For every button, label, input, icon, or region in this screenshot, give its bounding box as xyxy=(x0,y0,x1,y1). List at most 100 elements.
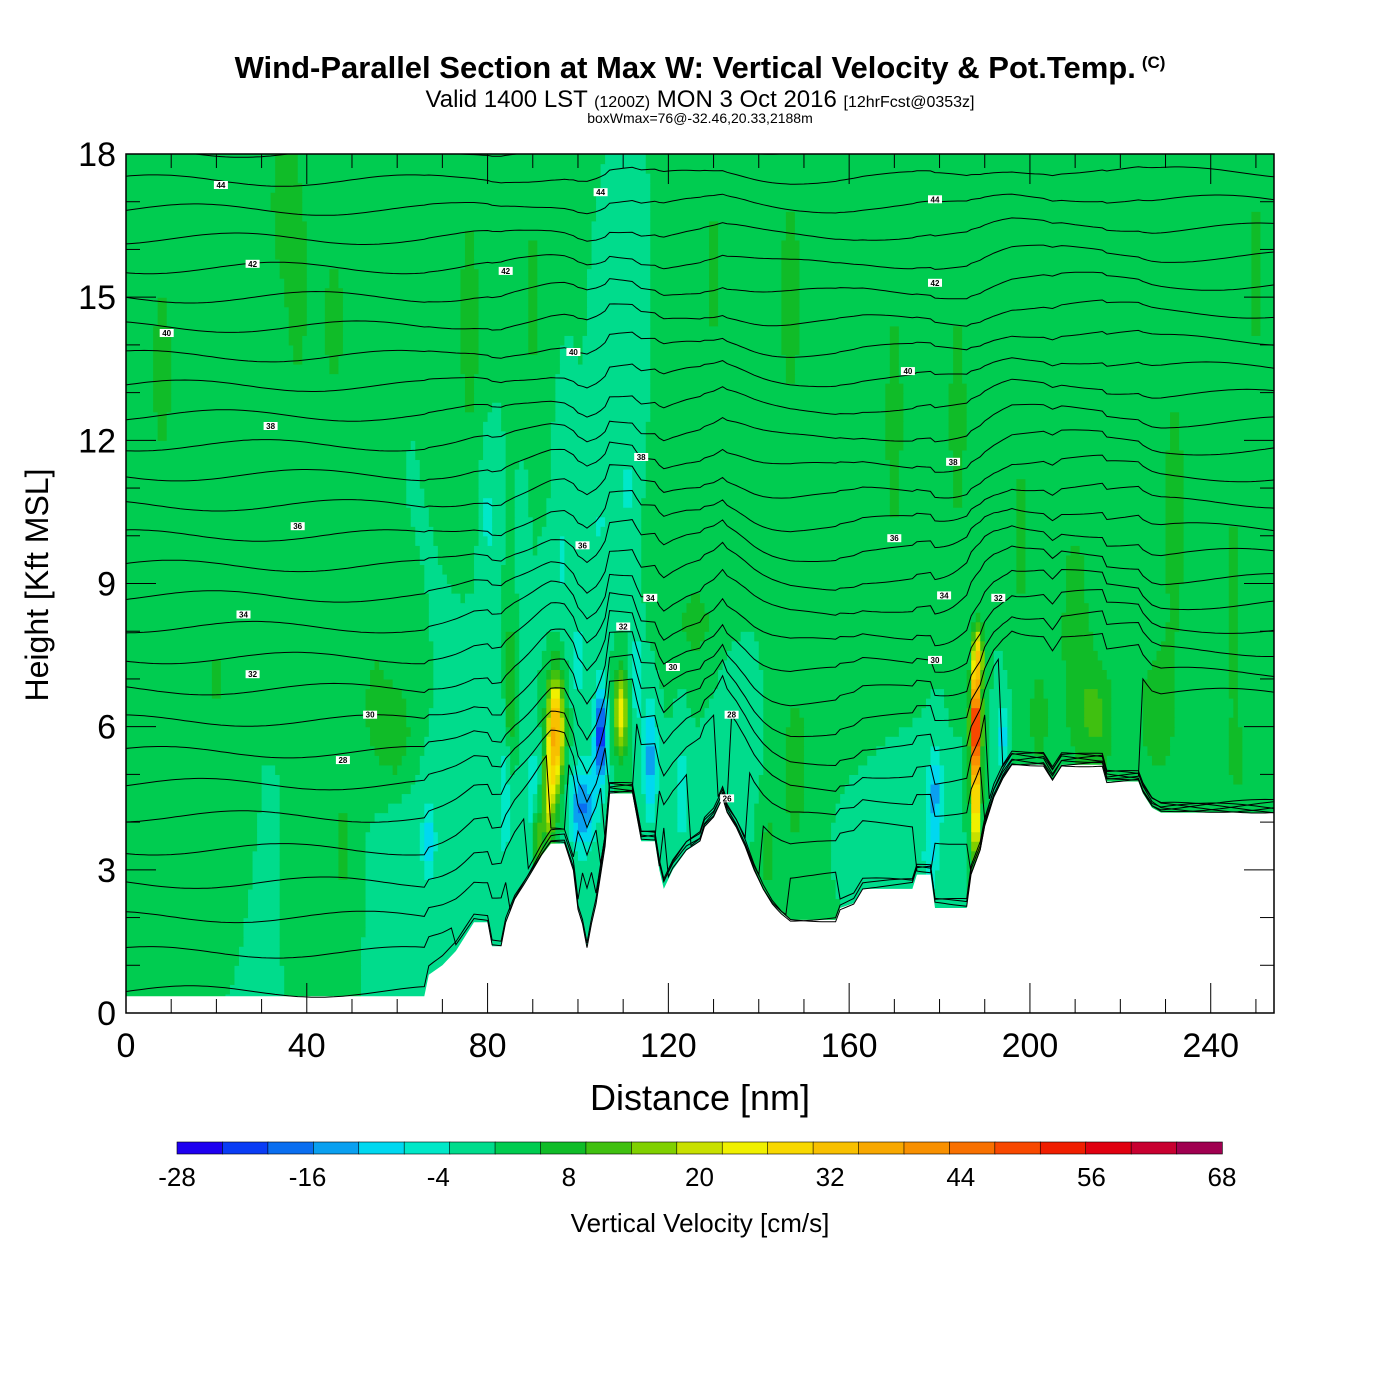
velocity-cell xyxy=(614,774,633,785)
velocity-cell xyxy=(1016,554,1027,566)
velocity-cell xyxy=(1228,535,1239,546)
velocity-cell xyxy=(370,669,385,680)
velocity-cell xyxy=(645,602,688,613)
velocity-cell xyxy=(984,707,990,718)
velocity-cell xyxy=(1228,659,1239,670)
velocity-cell xyxy=(925,783,932,795)
velocity-cell xyxy=(632,659,642,670)
velocity-cell xyxy=(501,831,511,842)
velocity-cell xyxy=(1260,316,1274,327)
velocity-cell xyxy=(510,726,516,737)
velocity-cell xyxy=(591,822,597,833)
velocity-cell xyxy=(627,650,633,661)
velocity-cell xyxy=(587,325,651,336)
velocity-cell xyxy=(953,325,963,336)
colorbar-swatch xyxy=(176,1141,224,1155)
velocity-cell xyxy=(365,879,534,890)
velocity-cell xyxy=(474,564,502,575)
velocity-cell xyxy=(365,927,547,938)
colorbar-swatch xyxy=(1176,1141,1223,1155)
velocity-cell xyxy=(126,860,254,871)
velocity-cell xyxy=(627,640,633,651)
velocity-cell xyxy=(1066,678,1112,690)
velocity-cell xyxy=(785,764,805,775)
velocity-cell xyxy=(257,841,281,852)
velocity-cell xyxy=(627,631,647,642)
velocity-cell xyxy=(338,822,349,833)
velocity-cell xyxy=(677,764,688,775)
velocity-cell xyxy=(1025,564,1067,575)
velocity-cell xyxy=(573,659,584,670)
velocity-cell xyxy=(785,774,805,785)
velocity-cell xyxy=(419,545,439,556)
velocity-cell xyxy=(383,669,434,680)
velocity-cell xyxy=(632,793,647,804)
velocity-cell xyxy=(126,258,281,270)
velocity-cell xyxy=(623,659,629,670)
velocity-cell xyxy=(559,831,570,842)
velocity-cell xyxy=(785,755,805,766)
velocity-cell xyxy=(424,497,480,508)
box-wmax-info: boxWmax=76@-32.46,20.33,2188m xyxy=(587,110,813,126)
velocity-cell xyxy=(501,573,516,585)
velocity-cell xyxy=(609,736,615,747)
velocity-cell xyxy=(1260,249,1274,260)
velocity-cell xyxy=(587,306,651,317)
velocity-cell xyxy=(718,669,764,680)
isentrope-line xyxy=(126,329,1274,363)
velocity-cell xyxy=(962,774,968,785)
velocity-cell xyxy=(975,678,981,690)
velocity-cell xyxy=(898,726,954,737)
velocity-cell xyxy=(605,736,611,747)
velocity-cell xyxy=(966,392,1274,403)
velocity-cell xyxy=(803,793,841,804)
velocity-cell xyxy=(577,822,588,833)
velocity-cell xyxy=(1048,717,1067,728)
velocity-cell xyxy=(284,984,362,995)
velocity-cell xyxy=(559,764,566,775)
velocity-cell xyxy=(1183,497,1274,508)
velocity-cell xyxy=(406,736,425,747)
colorbar-swatch xyxy=(494,1141,542,1155)
velocity-cell xyxy=(537,278,588,289)
velocity-cell xyxy=(528,812,534,823)
velocity-cell xyxy=(645,154,1274,165)
velocity-cell xyxy=(632,698,642,709)
velocity-cell xyxy=(1174,698,1234,709)
velocity-cell xyxy=(126,640,434,651)
velocity-cell xyxy=(514,717,520,728)
x-tick-label: 200 xyxy=(1002,1027,1059,1065)
velocity-cell xyxy=(763,678,968,690)
velocity-cell xyxy=(650,411,886,422)
velocity-cell xyxy=(464,593,502,604)
velocity-cell xyxy=(966,669,972,680)
velocity-cell xyxy=(596,192,651,203)
velocity-cell xyxy=(618,745,624,756)
velocity-cell xyxy=(550,440,647,451)
velocity-cell xyxy=(799,316,1252,327)
velocity-cell xyxy=(645,717,656,728)
velocity-cell xyxy=(550,831,556,842)
velocity-cell xyxy=(514,497,529,508)
velocity-cell xyxy=(1102,764,1230,775)
velocity-cell xyxy=(971,803,981,814)
velocity-cell xyxy=(885,449,900,461)
velocity-cell xyxy=(546,631,561,642)
velocity-cell xyxy=(1066,593,1085,604)
contour-label-box xyxy=(928,195,942,204)
velocity-cell xyxy=(297,173,602,184)
velocity-cell xyxy=(975,650,981,661)
velocity-cell xyxy=(1228,764,1243,775)
velocity-cell xyxy=(528,468,552,480)
velocity-cell xyxy=(636,707,642,718)
velocity-cell xyxy=(781,278,801,289)
velocity-cell xyxy=(1016,526,1027,537)
velocity-cell xyxy=(794,354,891,365)
velocity-cell xyxy=(623,478,633,489)
velocity-cell xyxy=(501,755,507,766)
velocity-cell xyxy=(428,507,480,518)
velocity-cell xyxy=(501,593,520,604)
velocity-cell xyxy=(126,717,367,728)
velocity-cell xyxy=(632,774,642,785)
velocity-cell xyxy=(614,726,620,737)
